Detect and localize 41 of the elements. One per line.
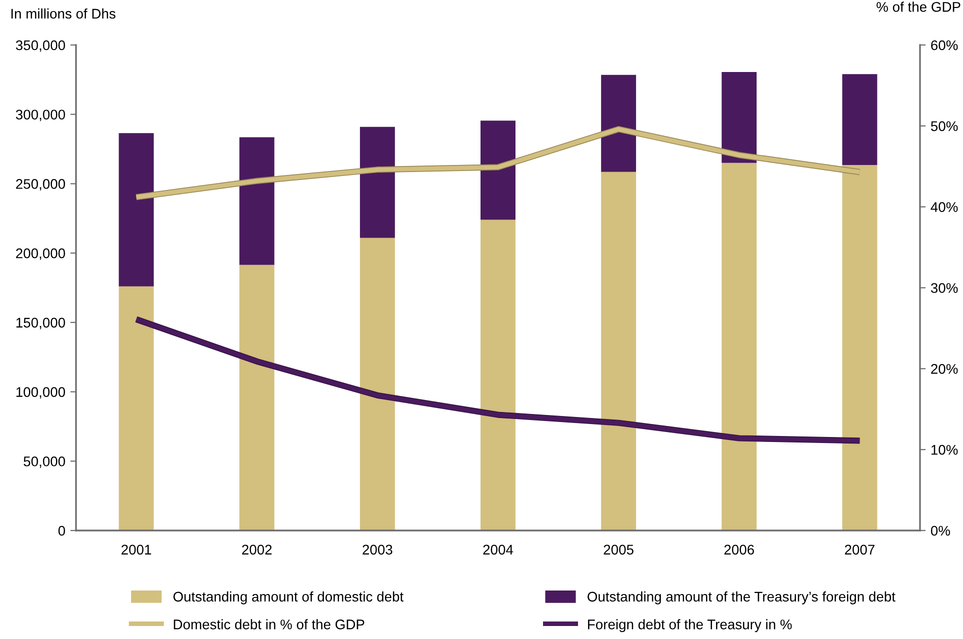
y2-tick-label: 60% xyxy=(931,40,958,50)
y2-tick-label: 40% xyxy=(930,202,958,212)
x-tick-label: 2004 xyxy=(483,544,514,555)
bar xyxy=(842,74,878,165)
x-tick-label: 2003 xyxy=(362,544,392,555)
y2-tick-label: 10% xyxy=(931,444,958,455)
y-tick-label: 200,000 xyxy=(16,248,66,260)
y2-tick-label: 0% xyxy=(930,526,950,536)
y2-tick-label: 20% xyxy=(931,364,958,374)
y-tick-label: 350,000 xyxy=(16,40,66,52)
bar xyxy=(480,220,516,530)
y2-tick-label: 50% xyxy=(930,121,958,132)
bar xyxy=(118,133,154,286)
bar xyxy=(722,72,757,163)
y-tick-label: 300,000 xyxy=(16,110,66,122)
y-tick-label: 150,000 xyxy=(16,318,66,330)
y-tick-label: 0 xyxy=(58,526,66,536)
bar xyxy=(601,74,636,172)
x-tick-label: 2006 xyxy=(724,544,754,555)
bar xyxy=(360,238,395,530)
legend-label: Outstanding amount of domestic debt xyxy=(173,591,404,604)
y-axis-title: In millions of Dhs xyxy=(11,8,116,19)
bar xyxy=(601,172,636,530)
bar xyxy=(722,162,757,530)
bar xyxy=(118,286,154,530)
x-tick-label: 2005 xyxy=(604,544,634,555)
y2-axis-title: % of the GDP xyxy=(876,2,960,12)
x-tick-label: 2007 xyxy=(844,544,874,555)
legend-label: Outstanding amount of the Treasury’s foreign debt xyxy=(588,591,896,604)
x-tick-label: 2002 xyxy=(242,544,272,555)
legend-label: Domestic debt in % of the GDP xyxy=(174,619,364,630)
bar xyxy=(239,264,274,530)
legend-label: Foreign debt of the Treasury in % xyxy=(588,619,792,632)
bar xyxy=(480,120,516,220)
y-tick-label: 100,000 xyxy=(16,387,66,399)
y-tick-label: 250,000 xyxy=(16,179,66,191)
y-tick-label: 50,000 xyxy=(24,456,66,468)
y2-tick-label: 30% xyxy=(930,283,958,293)
bar xyxy=(360,126,395,238)
x-tick-label: 2001 xyxy=(122,544,152,555)
bar xyxy=(239,137,274,265)
